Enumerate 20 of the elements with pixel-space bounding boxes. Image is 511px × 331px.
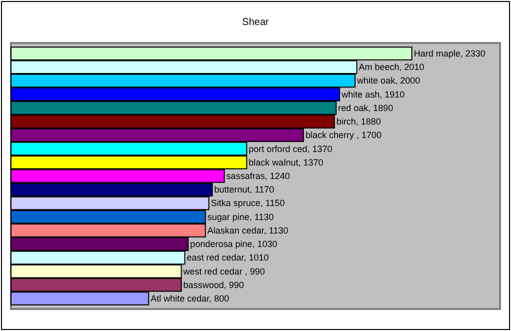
data-label: Alaskan cedar, 1130	[207, 225, 288, 236]
data-label: black walnut, 1370	[248, 157, 324, 168]
data-label: birch, 1880	[336, 116, 381, 127]
data-label: sugar pine, 1130	[207, 212, 274, 222]
data-label: butternut, 1170	[214, 184, 274, 195]
data-label: white oak, 2000	[356, 76, 420, 86]
data-label: red oak, 1890	[338, 102, 394, 113]
data-label: west red cedar , 990	[182, 266, 265, 276]
data-label: Am beech, 2010	[358, 62, 424, 72]
data-label: basswood, 990	[183, 280, 244, 290]
data-label: white ash, 1910	[340, 89, 405, 100]
data-label: ponderosa pine, 1030	[190, 239, 278, 250]
data-label: east red cedar, 1010	[186, 252, 269, 263]
data-label: sassafras, 1240	[226, 171, 290, 181]
chart-title: Shear	[242, 17, 270, 28]
data-label: Atl white cedar, 800	[150, 294, 230, 304]
data-label: Sitka spruce, 1150	[210, 198, 285, 208]
data-label: black cherry , 1700	[305, 130, 382, 140]
data-label: port orford ced, 1370	[248, 144, 332, 154]
data-label: Hard maple, 2330	[414, 48, 486, 58]
